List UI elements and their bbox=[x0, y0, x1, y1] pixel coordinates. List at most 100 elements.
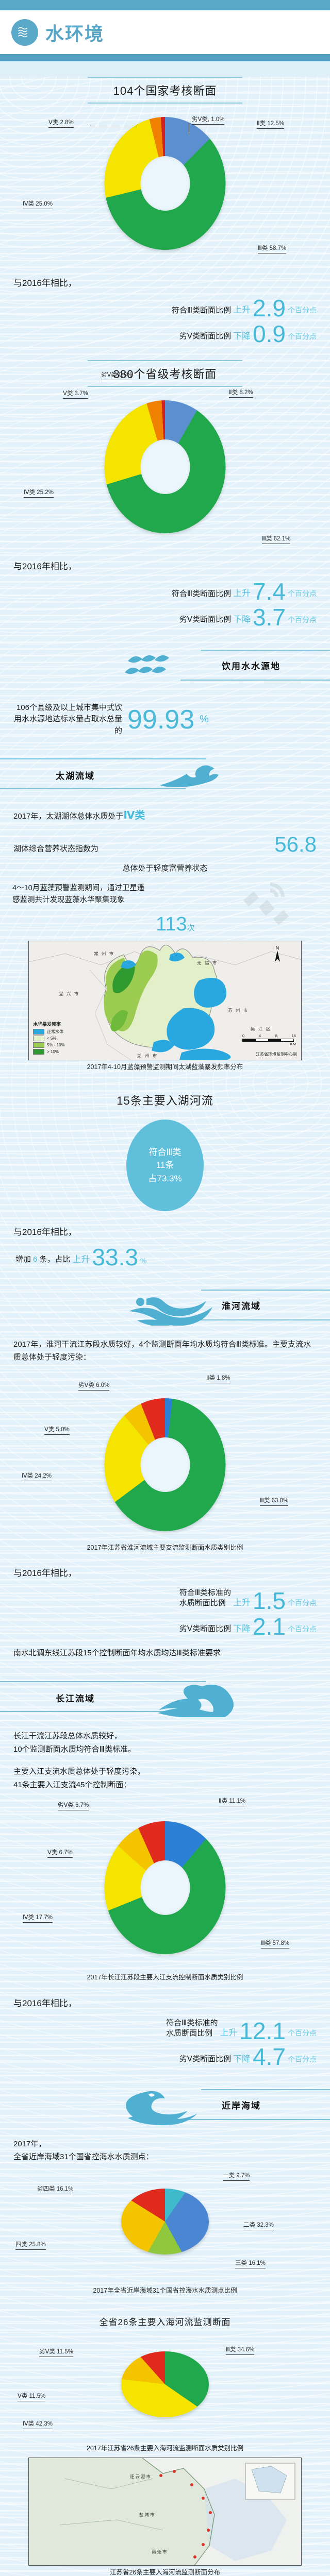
slice-label-ii: Ⅱ类 12.5% bbox=[257, 119, 284, 129]
legend-label: 正常水体 bbox=[47, 1029, 63, 1035]
huaihe-comparison: 与2016年相比， 符合Ⅲ类标准的 水质断面比例 上升 1.5 个百分点 劣Ⅴ类… bbox=[13, 1566, 317, 1640]
comparison-direction: 上升 bbox=[220, 2028, 238, 2038]
comparison-value: 4.7 bbox=[253, 2043, 286, 2071]
slice-label-iii: Ⅲ类 34.6% bbox=[226, 2345, 255, 2355]
provincial-sections-donut: 劣Ⅴ类 0.8% Ⅴ类 3.7% Ⅱ类 8.2% Ⅳ类 25.2% Ⅲ类 62.… bbox=[0, 372, 330, 546]
comparison-direction: 下降 bbox=[233, 1623, 251, 1634]
pie-graphic bbox=[121, 2351, 209, 2418]
north-arrow-icon: N bbox=[274, 945, 280, 963]
slice-label-worse-v: 劣Ⅴ类 0.8% bbox=[101, 370, 133, 380]
stat-value: 99.93 bbox=[127, 704, 195, 735]
taihu-class-highlight: Ⅳ类 bbox=[123, 810, 145, 822]
changjiang-chart-caption: 2017年长江江苏段主要入江支流控制断面水质类别比例 bbox=[87, 1974, 243, 1981]
drinking-water-header: 饮用水水源地 bbox=[0, 642, 330, 689]
slice-label-worse-v: 劣Ⅴ类, 1.0% bbox=[192, 115, 225, 125]
map-label-yancheng: 盐城市 bbox=[139, 2512, 156, 2518]
comparison-unit: 个百分点 bbox=[288, 615, 317, 624]
comparison-row: 劣Ⅴ类断面比例 下降 3.7 个百分点 bbox=[13, 604, 317, 631]
comparison-direction: 上升 bbox=[233, 305, 251, 315]
donut-ring bbox=[104, 1398, 226, 1531]
map-scale-bar: 0 4 8 16 KM bbox=[242, 1033, 296, 1046]
comparison-row: 符合Ⅲ类标准的 水质断面比例 上升 12.1 个百分点 bbox=[13, 2017, 317, 2044]
huaihe-paragraph: 2017年，淮河干流江苏段水质较好，4个监测断面年均水质均符合Ⅲ类标准。主要支流… bbox=[13, 1340, 311, 1362]
comparison-value: 0.9 bbox=[253, 320, 286, 348]
legend-swatch bbox=[33, 1049, 44, 1055]
comparison-prefix: 增加 bbox=[15, 1255, 31, 1264]
comparison-value: 12.1 bbox=[239, 2017, 286, 2044]
taihu-trophic-index: 湖体综合营养状态指数为 56.8 bbox=[13, 834, 317, 855]
section-heading: 淮河流域 bbox=[222, 1301, 261, 1311]
slice-label-v: Ⅴ类 11.5% bbox=[18, 2392, 46, 2402]
scale-tick: 16 bbox=[291, 1033, 296, 1039]
map-credit: 江苏省环境监测中心制 bbox=[256, 1052, 297, 1057]
comparison-direction: 上升 bbox=[233, 1598, 251, 1608]
divider-line bbox=[180, 679, 330, 681]
coastal-header: 近岸海域 bbox=[0, 2082, 330, 2128]
divider-line bbox=[180, 2119, 330, 2120]
divider-line bbox=[201, 649, 330, 651]
taihu-algae-monitoring: 4～10月蓝藻预警监测期间，通过卫星遥感监测共计发现蓝藻水华聚集现象 113次 bbox=[12, 883, 318, 937]
divider-line bbox=[201, 1289, 330, 1291]
coastal-paragraph: 2017年， 全省近岸海域31个国省控海水水质测点： bbox=[13, 2139, 154, 2162]
comparison-unit: 个百分点 bbox=[288, 2055, 317, 2063]
map-legend: 水华暴发频率 正常水体 < 5% 5% - 10% > 10% bbox=[33, 1021, 65, 1056]
slice-label-iv: Ⅳ类 17.7% bbox=[23, 1913, 53, 1923]
wave-hook-icon bbox=[124, 2089, 201, 2128]
slice-label-iv: Ⅳ类 25.2% bbox=[24, 488, 54, 498]
changjiang-paragraph-2: 主要入江支流水质总体处于轻度污染， 41条主要入江支流45个控制断面： bbox=[13, 1767, 145, 1789]
coastal-map-caption: 江苏省26条主要入海河流监测断面分布 bbox=[110, 2569, 220, 2576]
changjiang-header: 长江流域 bbox=[0, 1674, 330, 1720]
algae-count-unit: 次 bbox=[187, 924, 195, 933]
divider-line bbox=[88, 385, 242, 387]
comparison-count: 6 bbox=[33, 1255, 38, 1264]
comparison-value: 3.7 bbox=[253, 604, 286, 631]
drinking-water-stat: 106个县级及以上城市集中式饮用水水源地达标水量占取水总量的 99.93 % bbox=[11, 702, 319, 737]
donut-hole bbox=[140, 1860, 190, 1916]
comparison-row: 劣Ⅴ类断面比例 下降 2.1 个百分点 bbox=[13, 1613, 317, 1640]
changjiang-comparison: 与2016年相比， 符合Ⅲ类标准的 水质断面比例 上升 12.1 个百分点 劣Ⅴ… bbox=[13, 1996, 317, 2071]
legend-item: 5% - 10% bbox=[33, 1042, 65, 1048]
slice-label-class-3: 三类 16.1% bbox=[235, 2259, 266, 2268]
slice-label-v: Ⅴ类 6.7% bbox=[47, 1848, 73, 1858]
north-label: N bbox=[275, 945, 279, 951]
huaihe-tributaries-donut: Ⅱ类 1.8% 劣Ⅴ类 6.0% Ⅴ类 5.0% Ⅳ类 24.2% Ⅲ类 63.… bbox=[0, 1374, 330, 1541]
comparison-year-line: 与2016年相比， bbox=[13, 278, 77, 288]
swimmer-wave-icon bbox=[124, 1290, 217, 1328]
comparison-unit: 个百分点 bbox=[288, 306, 317, 315]
donut-ring bbox=[104, 117, 226, 250]
comparison-row: 符合Ⅲ类标准的 水质断面比例 上升 1.5 个百分点 bbox=[13, 1588, 317, 1613]
coastal-seawater-caption: 2017年全省近岸海域31个国省控海水水质测点比例 bbox=[93, 2286, 237, 2294]
divider-line bbox=[88, 77, 242, 78]
comparison-year-line: 与2016年相比， bbox=[13, 1227, 77, 1238]
divider-line bbox=[0, 1711, 186, 1713]
title-text: 104个国家考核断面 bbox=[113, 84, 217, 97]
slice-label-iv: Ⅳ类 24.2% bbox=[22, 1471, 52, 1481]
scale-tick: 8 bbox=[275, 1033, 277, 1039]
comparison-row: 劣Ⅴ类断面比例 下降 4.7 个百分点 bbox=[13, 2043, 317, 2071]
comparison-value: 2.1 bbox=[253, 1613, 286, 1640]
legend-swatch bbox=[33, 1029, 44, 1035]
map-label-wujiang: 吴 江 区 bbox=[251, 1026, 272, 1032]
taihu-line1-text: 2017年，太湖湖体总体水质处于 bbox=[13, 812, 124, 821]
title-text: 15条主要入湖河流 bbox=[117, 1094, 213, 1108]
slice-label-iii: Ⅲ类 62.1% bbox=[262, 534, 291, 544]
comparison-label: 符合Ⅲ类断面比例 bbox=[171, 306, 232, 315]
divider-line bbox=[0, 788, 186, 790]
taihu-header: 太湖流域 bbox=[0, 751, 330, 798]
section-heading: 饮用水水源地 bbox=[222, 661, 280, 671]
donut-ring bbox=[104, 400, 226, 533]
map-label-yixing: 宜 兴 市 bbox=[59, 991, 80, 997]
trophic-index-label: 湖体综合营养状态指数为 bbox=[13, 844, 99, 854]
slice-label-iv: Ⅳ类 25.0% bbox=[23, 199, 53, 209]
taihu-rivers-circle-stat: 符合Ⅲ类 11条 占73.3% bbox=[126, 1120, 204, 1212]
top-accent-band bbox=[0, 0, 330, 10]
divider-line bbox=[201, 2089, 330, 2090]
circle-stat-line: 11条 bbox=[156, 1160, 174, 1171]
donut-hole bbox=[140, 156, 190, 211]
donut-hole bbox=[140, 439, 190, 494]
huaihe-chart-caption: 2017年江苏省淮河流域主要支流监测断面水质类别比例 bbox=[87, 1544, 243, 1551]
provincial-section-title: 380个省级考核断面 bbox=[0, 360, 330, 387]
national-section-title: 104个国家考核断面 bbox=[0, 77, 330, 104]
huaihe-header: 淮河流域 bbox=[0, 1282, 330, 1329]
comparison-value: 2.9 bbox=[253, 295, 286, 321]
